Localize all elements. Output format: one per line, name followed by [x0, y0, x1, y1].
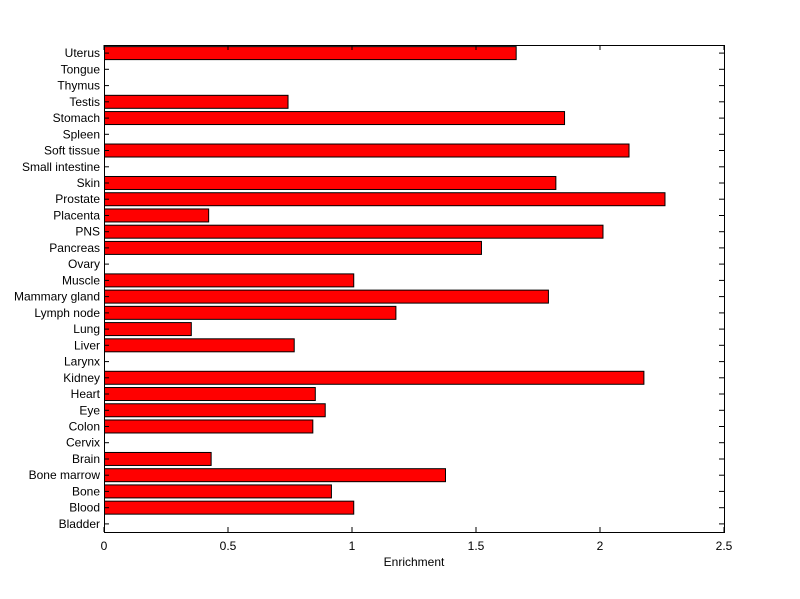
y-tick-label-pancreas: Pancreas: [49, 241, 100, 255]
y-ticks-group: Uterus Tongue Thymus Testis Stomach Spleen Sof…: [14, 46, 724, 531]
y-tick-label-colon: Colon: [69, 420, 100, 434]
bar-blood: [104, 500, 355, 515]
bar-placenta: [104, 208, 210, 223]
bar-uterus: [104, 46, 517, 61]
y-tick-label-spleen: Spleen: [63, 127, 100, 141]
bar-skin: [104, 175, 557, 190]
bars-group: [104, 46, 666, 515]
bar-lung: [104, 322, 192, 337]
bar-brain: [104, 451, 212, 466]
x-tick-label-5: 2.5: [716, 539, 733, 553]
bar-heart: [104, 387, 316, 402]
y-tick-label-soft-tissue: Soft tissue: [44, 144, 100, 158]
x-tick-label-3: 1.5: [468, 539, 485, 553]
y-tick-label-lung: Lung: [73, 322, 100, 336]
y-tick-label-bladder: Bladder: [59, 517, 100, 531]
y-tick-label-thymus: Thymus: [57, 79, 100, 93]
bar-kidney: [104, 370, 645, 385]
x-tick-label-2: 1: [349, 539, 356, 553]
bar-mammary-gland: [104, 289, 549, 304]
y-tick-label-cervix: Cervix: [66, 436, 100, 450]
bar-bone-marrow: [104, 468, 446, 483]
y-tick-label-eye: Eye: [79, 403, 100, 417]
y-tick-label-blood: Blood: [69, 501, 100, 515]
bar-stomach: [104, 111, 566, 126]
y-tick-label-liver: Liver: [74, 338, 100, 352]
y-tick-label-lymph-node: Lymph node: [34, 306, 100, 320]
y-tick-label-prostate: Prostate: [55, 192, 100, 206]
y-tick-label-bone-marrow: Bone marrow: [29, 468, 101, 482]
bar-testis: [104, 94, 289, 109]
y-tick-label-tongue: Tongue: [61, 62, 101, 76]
bar-liver: [104, 338, 295, 353]
x-tick-label-0: 0: [101, 539, 108, 553]
bar-prostate: [104, 192, 666, 207]
bar-bone: [104, 484, 332, 499]
bar-pns: [104, 224, 604, 239]
y-tick-label-brain: Brain: [72, 452, 100, 466]
y-tick-label-larynx: Larynx: [64, 355, 100, 369]
y-tick-label-stomach: Stomach: [53, 111, 100, 125]
y-tick-label-testis: Testis: [69, 95, 100, 109]
bar-soft-tissue: [104, 143, 630, 158]
x-axis-label: Enrichment: [384, 555, 445, 569]
x-tick-label-1: 0.5: [220, 539, 237, 553]
y-tick-label-bone: Bone: [72, 484, 100, 498]
bar-eye: [104, 403, 326, 418]
y-tick-label-uterus: Uterus: [65, 46, 100, 60]
y-tick-label-ovary: Ovary: [68, 257, 100, 271]
bar-pancreas: [104, 240, 482, 255]
y-tick-label-muscle: Muscle: [62, 273, 100, 287]
y-tick-label-skin: Skin: [77, 176, 100, 190]
y-tick-label-placenta: Placenta: [53, 209, 100, 223]
y-tick-label-pns: PNS: [75, 225, 100, 239]
bar-colon: [104, 419, 314, 434]
x-tick-label-4: 2: [597, 539, 604, 553]
bar-lymph-node: [104, 305, 397, 320]
y-tick-label-kidney: Kidney: [63, 371, 100, 385]
plot-area-frame: [104, 45, 725, 533]
bar-muscle: [104, 273, 355, 288]
y-tick-label-mammary-gland: Mammary gland: [14, 290, 100, 304]
y-tick-label-small-intestine: Small intestine: [22, 160, 100, 174]
y-tick-label-heart: Heart: [71, 387, 101, 401]
